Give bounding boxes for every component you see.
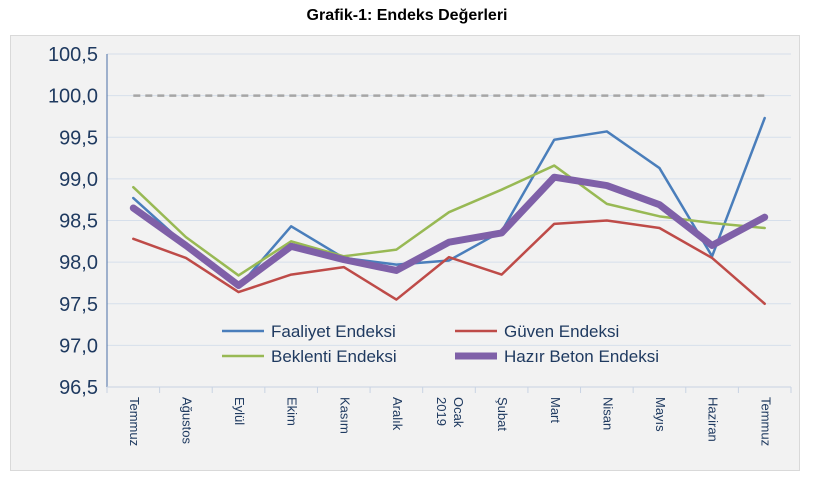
x-tick-label: Kasım: [337, 397, 352, 434]
y-tick-label: 98,0: [59, 252, 98, 274]
x-tick-label: Eylül: [232, 397, 247, 425]
x-tick-label: 2019: [434, 397, 449, 426]
y-tick-label: 98,5: [59, 211, 98, 233]
x-tick-label: Şubat: [495, 397, 510, 431]
y-tick-label: 97,5: [59, 294, 98, 316]
y-tick-label: 100,5: [48, 44, 98, 66]
y-tick-label: 99,5: [59, 127, 98, 149]
x-tick-label: Mayıs: [653, 397, 668, 432]
x-tick-label: Aralık: [390, 397, 405, 431]
x-tick-label: Ocak: [451, 397, 466, 428]
x-tick-label: Ekim: [285, 397, 300, 426]
legend-label: Beklenti Endeksi: [271, 347, 397, 366]
y-tick-label: 99,0: [59, 169, 98, 191]
x-tick-label: Nisan: [600, 397, 615, 430]
x-tick-label: Mart: [548, 397, 563, 423]
chart-title: Grafik-1: Endeks Değerleri: [306, 7, 508, 24]
x-tick-label: Temmuz: [127, 397, 142, 446]
y-tick-label: 96,5: [59, 377, 98, 399]
legend-label: Faaliyet Endeksi: [271, 322, 396, 341]
y-tick-label: 100,0: [48, 86, 98, 108]
x-tick-label: Haziran: [706, 397, 721, 442]
legend-label: Güven Endeksi: [504, 322, 619, 341]
legend-label: Hazır Beton Endeksi: [504, 347, 659, 366]
y-tick-label: 97,0: [59, 335, 98, 357]
x-tick-label: Temmuz: [758, 397, 773, 446]
x-tick-label: Ağustos: [179, 397, 194, 444]
chart-area: [10, 35, 800, 471]
